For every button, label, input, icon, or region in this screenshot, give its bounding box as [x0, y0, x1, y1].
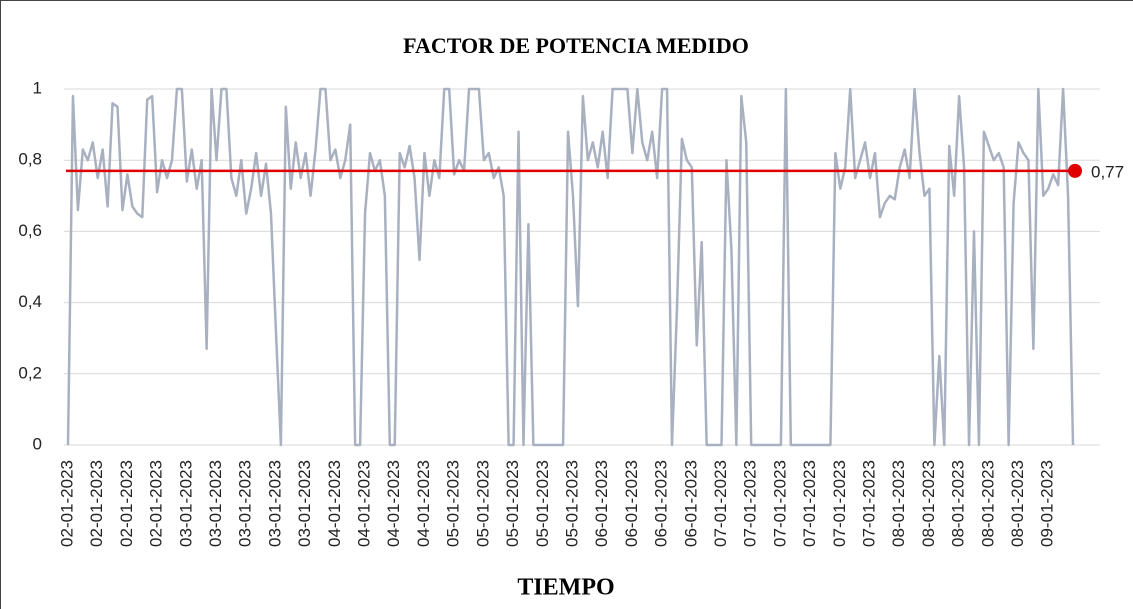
x-tick-label: 06-01-2023 [592, 460, 611, 547]
y-tick-label: 0,8 [18, 150, 42, 169]
x-tick-label: 08-01-2023 [949, 460, 968, 547]
x-tick-label: 08-01-2023 [1008, 460, 1027, 547]
x-axis-label: TIEMPO [517, 575, 614, 601]
x-tick-label: 02-01-2023 [87, 460, 106, 547]
chart-title: FACTOR DE POTENCIA MEDIDO [403, 33, 749, 58]
x-tick-label: 04-01-2023 [355, 460, 374, 547]
y-tick-label: 0,6 [18, 221, 42, 240]
x-tick-label: 09-01-2023 [1038, 460, 1057, 547]
x-tick-label: 08-01-2023 [919, 460, 938, 547]
x-tick-label: 03-01-2023 [236, 460, 255, 547]
reference-point [1068, 163, 1082, 178]
x-tick-label: 03-01-2023 [206, 460, 225, 547]
x-tick-label: 05-01-2023 [503, 460, 522, 547]
x-tick-label: 05-01-2023 [562, 460, 581, 547]
x-tick-label: 04-01-2023 [325, 460, 344, 547]
x-tick-label: 07-01-2023 [800, 460, 819, 547]
x-tick-label: 04-01-2023 [414, 460, 433, 547]
y-tick-label: 1 [33, 78, 42, 97]
x-tick-label: 06-01-2023 [681, 460, 700, 547]
x-tick-label: 03-01-2023 [265, 460, 284, 547]
x-tick-label: 07-01-2023 [770, 460, 789, 547]
data-line [66, 87, 1075, 447]
x-tick-label: 03-01-2023 [295, 460, 314, 547]
x-tick-label: 06-01-2023 [652, 460, 671, 547]
reference-label: 0,77 [1091, 162, 1124, 181]
y-tick-label: 0 [33, 434, 42, 453]
x-tick-label: 07-01-2023 [711, 460, 730, 547]
x-tick-label: 08-01-2023 [889, 460, 908, 547]
x-tick-label: 05-01-2023 [444, 460, 463, 547]
x-tick-label: 02-01-2023 [117, 460, 136, 547]
x-tick-label: 07-01-2023 [830, 460, 849, 547]
x-tick-label: 02-01-2023 [57, 460, 76, 547]
y-tick-label: 0,4 [18, 292, 42, 311]
x-tick-label: 07-01-2023 [741, 460, 760, 547]
x-tick-label: 08-01-2023 [978, 460, 997, 547]
x-tick-label: 02-01-2023 [147, 460, 166, 547]
y-tick-label: 0,2 [18, 363, 42, 382]
x-tick-label: 06-01-2023 [622, 460, 641, 547]
x-tick-label: 05-01-2023 [533, 460, 552, 547]
x-tick-label: 05-01-2023 [473, 460, 492, 547]
x-tick-label: 03-01-2023 [176, 460, 195, 547]
x-tick-label: 04-01-2023 [384, 460, 403, 547]
x-tick-label: 07-01-2023 [860, 460, 879, 547]
